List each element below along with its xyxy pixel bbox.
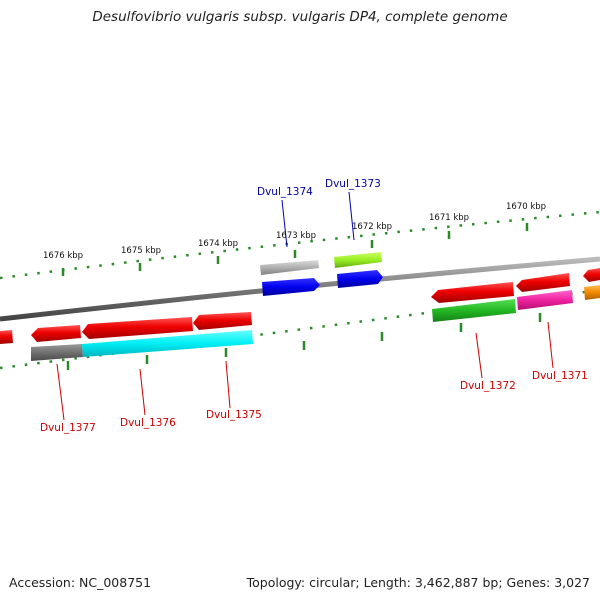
cds-gray-forward[interactable] (260, 260, 319, 275)
leader-dvul-1371 (547, 321, 554, 369)
tick-label-1675: 1675 kbp (121, 246, 161, 256)
feature-cyan[interactable] (82, 330, 253, 357)
gene-label-dvul-1376[interactable]: Dvul_1376 (120, 417, 176, 429)
tick-label-1672: 1672 kbp (352, 222, 392, 232)
cds-red-1377[interactable] (31, 325, 81, 342)
gene-label-dvul-1375[interactable]: Dvul_1375 (206, 409, 262, 421)
forward-cds-features (260, 252, 383, 296)
outer-dotted-arc (0, 210, 600, 280)
gene-label-dvul-1372[interactable]: Dvul_1372 (460, 380, 516, 392)
cds-red-1371[interactable] (516, 273, 570, 292)
leader-dvul-1376 (139, 368, 146, 416)
reverse-cds-features (0, 268, 600, 344)
gene-label-dvul-1374[interactable]: Dvul_1374 (257, 186, 313, 198)
topology-text: Topology: circular; Length: 3,462,887 bp… (246, 575, 590, 590)
tick-label-1670: 1670 kbp (506, 202, 546, 212)
tick-label-1676: 1676 kbp (43, 251, 83, 261)
gene-label-dvul-1377[interactable]: Dvul_1377 (40, 422, 96, 434)
scale-ticks (61, 223, 542, 370)
cds-red-1372[interactable] (431, 282, 514, 303)
tick-label-1674: 1674 kbp (198, 239, 238, 249)
leader-dvul-1372 (475, 332, 483, 379)
tick-label-1671: 1671 kbp (429, 213, 469, 223)
leader-dvul-1377 (56, 363, 65, 421)
leader-dvul-1373 (348, 191, 355, 241)
accession-text: Accession: NC_008751 (9, 575, 152, 590)
lower-track-features (31, 285, 600, 361)
gene-label-dvul-1373[interactable]: Dvul_1373 (325, 178, 381, 190)
cds-blue-forward-1373[interactable] (337, 270, 383, 288)
cds-red-1375[interactable] (193, 312, 252, 330)
tick-label-1673: 1673 kbp (276, 231, 316, 241)
cds-blue-forward-1374[interactable] (262, 278, 320, 296)
cds-red-edge-left[interactable] (0, 330, 13, 344)
leader-dvul-1374 (281, 199, 288, 248)
map-title: Desulfovibrio vulgaris subsp. vulgaris D… (92, 9, 508, 25)
feature-green[interactable] (432, 299, 516, 322)
gene-label-dvul-1371[interactable]: Dvul_1371 (532, 370, 588, 382)
feature-orange[interactable] (584, 285, 600, 300)
cds-lime-forward[interactable] (334, 252, 382, 268)
cds-red-edge-right[interactable] (583, 268, 600, 282)
label-leaders (56, 191, 554, 421)
feature-pink[interactable] (517, 290, 573, 310)
feature-dark-gray[interactable] (31, 344, 83, 361)
leader-dvul-1375 (225, 360, 231, 409)
cds-red-1376[interactable] (82, 317, 193, 339)
